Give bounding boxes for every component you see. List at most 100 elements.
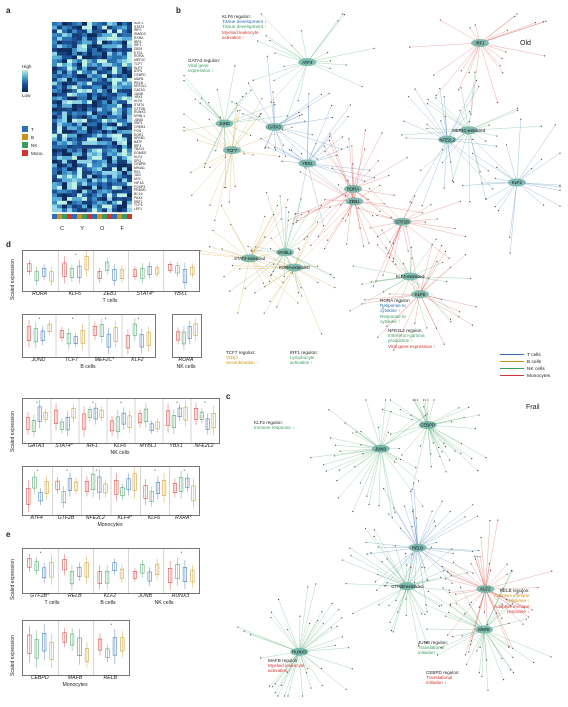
panel-d-ylabel: Scaled expression [10, 259, 16, 300]
panel-caption: T cells [102, 298, 118, 304]
heatmap-gene-label: PRDM1 [134, 188, 146, 193]
heatmap-gene-label: XBP1 [134, 121, 143, 126]
hub-label: MEF2C-extended [452, 128, 485, 133]
hub-label: ZEB1 [349, 199, 360, 204]
network-edge-legend: T cells B cells NK cells Monocytes [500, 352, 550, 380]
hub-label: RELB [412, 545, 423, 550]
boxplot-panel: * * * * * [22, 398, 220, 444]
hub-label: NFE2L2 [440, 137, 456, 142]
hub-label: RORA-extended [279, 265, 310, 270]
heatmap-gene-label: HIF1A [134, 180, 144, 185]
hub-node [345, 197, 364, 206]
junb-regulon-annot: JUNB regulon: Translational initiation ↑ [418, 640, 448, 656]
panel-letter-d: d [6, 240, 11, 249]
legend-low: Low [22, 93, 31, 98]
boxplot-panel: * [22, 620, 130, 676]
gene-label: KLF6 [113, 443, 127, 449]
heatmap-gene-label: ZEB1 [134, 47, 143, 52]
svg-text:*: * [75, 252, 77, 257]
hub-node [222, 146, 241, 155]
legend-row-t: T [22, 126, 44, 132]
gene-label: RUNX3 [171, 593, 190, 599]
hub-label: RUNX3 [292, 649, 307, 654]
svg-text:*: * [39, 316, 41, 321]
heatmap-gene-label: IKZF1 [134, 22, 144, 25]
edge-legend-t: T cells [500, 352, 550, 359]
mafb-regulon-annot: MAFB regulon: Myeloid leukocyte activati… [268, 658, 305, 674]
cell-type-legend: T B NK Mono. [22, 126, 44, 158]
heatmap-gene-label: NFKB1 [134, 136, 145, 141]
panel-caption: NK cells [110, 450, 130, 456]
gene-label: TCF7 [65, 357, 78, 363]
legend-row-b: B [22, 134, 44, 140]
panel-caption: B cells [80, 364, 96, 370]
gene-label: KLF2 [103, 593, 117, 599]
heatmap-gene-label: CREB1 [134, 125, 146, 130]
gata3-regulon-annot: GATA3 regulon: Viral gene expression ↓ [188, 58, 221, 74]
hub-label: ATF4 [302, 60, 313, 65]
heatmap-gene-label: ATF4 [134, 69, 143, 74]
heatmap-gene-label: IRF4 [134, 143, 142, 148]
gene-label: IRF1 [86, 443, 98, 449]
heatmap-gene-label: IRF2 [134, 28, 142, 33]
svg-text:*: * [181, 550, 183, 555]
hub-node [438, 135, 457, 144]
hub-node [476, 585, 495, 594]
gene-label: KLF2 [131, 357, 144, 363]
heatmap-grid [52, 22, 133, 219]
boxplot-panel: * * [22, 548, 200, 594]
gene-label: MEF2C* [94, 357, 115, 363]
hub-node [290, 647, 309, 656]
boxplot-panel: * * * * [22, 314, 156, 358]
gene-label: ATF4 [30, 515, 43, 521]
gene-label: RELB [68, 593, 82, 599]
hub-label: GATA3 [268, 125, 282, 130]
heatmap-gene-label: MYBL1 [134, 113, 146, 118]
heatmap-gene-label: RXRA [134, 35, 144, 40]
heatmap-gene-label: GATA3 [134, 87, 145, 92]
hub-node [285, 263, 304, 272]
hub-node [276, 248, 295, 257]
svg-text:*: * [138, 316, 140, 321]
boxplot-panel [172, 314, 202, 358]
nfe2l2-regulon-annot: NFE2L2 regulon: Interferon-gamma product… [388, 328, 436, 349]
gene-label: GTF2B* [30, 593, 49, 599]
svg-text:*: * [105, 316, 107, 321]
heatmap-gene-label: REL [134, 169, 141, 174]
hub-node [507, 178, 526, 187]
heatmap-gene-label: NR4A1 [134, 166, 145, 171]
heatmap-gene-label: JUNB [134, 91, 143, 96]
heatmap-gene-label: FOXP3 [134, 184, 146, 189]
hub-label: IRF1 [475, 41, 485, 46]
hub-label: KLF2 [512, 180, 523, 185]
col-label-c: C [60, 226, 65, 232]
panel-e-caption: NK cells [154, 600, 174, 606]
gene-label: RORA [32, 291, 48, 297]
heatmap-gene-label: RUNX3 [134, 110, 146, 115]
irf1-regulon-annot: IRF1 regulon: Lymphocyte activation ↑ [290, 350, 318, 366]
hub-label: YBX1 [302, 161, 313, 166]
gene-label: KLF4* [117, 515, 132, 521]
gene-label: GATA3 [27, 443, 45, 449]
gene-label: CEBPD [30, 675, 49, 681]
legend-high: High [22, 64, 32, 69]
panel-caption: Monocytes [62, 682, 88, 688]
edge-legend-nk: NK cells [500, 366, 550, 373]
hub-node [408, 543, 427, 552]
heatmap-gene-label: STAT4 [134, 102, 145, 107]
network-old: KLF6 ATF4 MYBL1 GATA3 MEF2C-extended KLF4-ext… [183, 13, 561, 351]
relb-regulon-annot: RELB regulon: Adaptive immune response ↑… [494, 588, 530, 614]
hub-node [265, 122, 284, 131]
legend-row-mono: Mono. [22, 150, 44, 156]
gene-label: MYBL1 [139, 443, 157, 449]
heatmap-gene-label: IRF1 [134, 43, 142, 48]
hub-node [344, 184, 363, 193]
gene-label: NFE2L2 [194, 443, 214, 449]
hub-node [459, 126, 478, 135]
gene-label: RORA [178, 357, 194, 363]
heatmap-gene-label: TBX21 [134, 147, 145, 152]
edge-legend-b: B cells [500, 359, 550, 366]
network-frail: RUNX3 KLF2 RELB GTF2B-extended JUNB CEBPD MAFB [237, 399, 553, 697]
hub-label: GTF2B [396, 219, 410, 224]
heatmap-gene-label: SMAD3 [134, 32, 146, 37]
